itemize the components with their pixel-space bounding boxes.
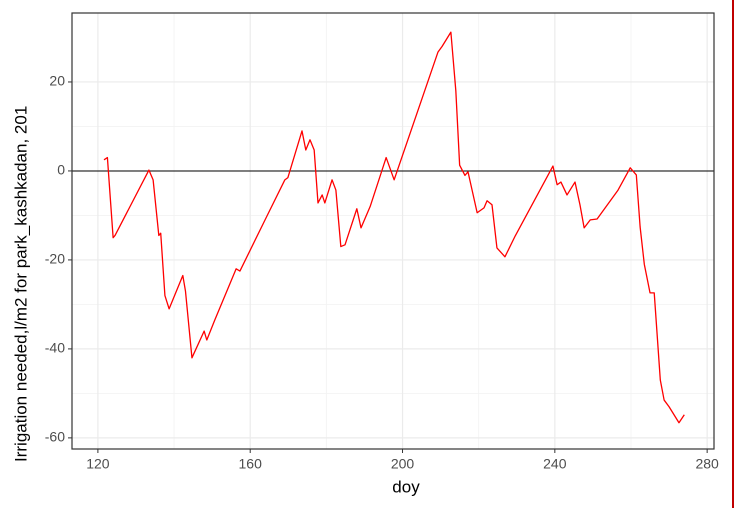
x-tick-label: 160 [239,456,263,472]
data-line [103,31,685,424]
y-tick-label: -60 [45,429,65,445]
plot [72,31,714,424]
y-axis-title: Irrigation needed,l/m2 for park_kashkada… [11,106,30,462]
y-tick-label: -20 [45,251,65,267]
x-axis-title: doy [392,477,420,496]
x-tick-label: 240 [543,456,567,472]
x-tick-label: 280 [695,456,719,472]
panel-border [71,12,715,450]
y-tick-label: 0 [57,162,65,178]
x-tick-label: 200 [391,456,415,472]
x-tick-label: 120 [86,456,110,472]
y-tick-label: 20 [49,73,65,89]
y-tick-label: -40 [45,340,65,356]
